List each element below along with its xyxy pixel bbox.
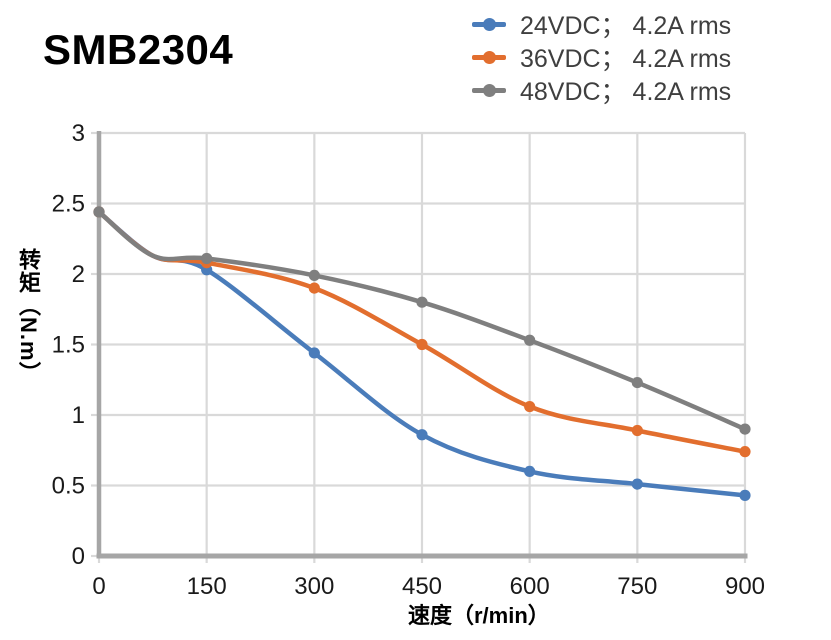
data-point-marker: [524, 334, 536, 346]
legend-item-0: 24VDC； 4.2A rms: [472, 8, 731, 40]
y-tick-label: 2.5: [52, 191, 85, 218]
legend-label: 24VDC； 4.2A rms: [520, 12, 732, 40]
x-tick-label: 0: [92, 573, 105, 600]
chart-legend: 24VDC； 4.2A rms 36VDC； 4.2A rms 48VDC； 4.2…: [472, 8, 731, 106]
legend-line-dot-icon: [472, 17, 506, 31]
x-tick-label: 150: [187, 573, 227, 600]
data-point-marker: [416, 338, 428, 351]
data-point-marker: [308, 269, 320, 282]
y-tick-label: 1.5: [52, 332, 85, 359]
legend-dot: [482, 50, 496, 64]
legend-item-2: 48VDC； 4.2A rms: [472, 74, 731, 106]
x-axis-label: 速度（r/min）: [408, 603, 550, 628]
legend-label: 48VDC； 4.2A rms: [520, 78, 732, 106]
chart-title: SMB2304: [43, 26, 234, 73]
x-tick-label: 600: [510, 573, 550, 600]
x-tick-label: 450: [402, 573, 442, 600]
data-point-marker: [631, 424, 643, 437]
data-point-marker: [631, 376, 643, 389]
data-point-marker: [631, 478, 643, 490]
legend-label: 36VDC； 4.2A rms: [520, 45, 732, 73]
x-tick-label: 750: [617, 573, 657, 600]
data-point-marker: [93, 206, 105, 218]
data-point-marker: [524, 465, 536, 477]
data-point-marker: [524, 400, 536, 413]
data-point-marker: [739, 446, 751, 458]
data-point-marker: [308, 347, 320, 359]
y-tick-label: 3: [72, 120, 85, 147]
y-axis-label: 转矩（N.m）: [16, 248, 41, 385]
legend-dot: [482, 83, 496, 97]
legend-line-dot-icon: [472, 83, 506, 97]
data-point-marker: [739, 423, 751, 435]
data-point-marker: [739, 489, 751, 501]
legend-line-dot-icon: [472, 50, 506, 64]
y-tick-label: 0.5: [52, 473, 85, 500]
legend-dot: [482, 17, 496, 31]
data-point-marker: [416, 296, 428, 308]
x-tick-label: 900: [725, 573, 765, 600]
y-tick-label: 2: [72, 261, 85, 288]
data-point-marker: [308, 282, 320, 294]
data-point-marker: [201, 252, 213, 265]
y-tick-label: 0: [72, 543, 85, 570]
data-point-marker: [416, 429, 428, 441]
x-tick-label: 300: [294, 573, 334, 600]
y-tick-label: 1: [72, 402, 85, 429]
legend-item-1: 36VDC； 4.2A rms: [472, 41, 731, 73]
